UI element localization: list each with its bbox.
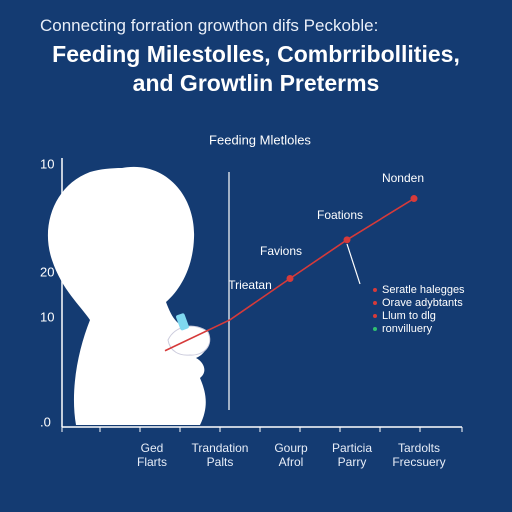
x-tick-label: Particia Parry <box>331 441 372 469</box>
x-tick-label: Ged Flarts <box>137 441 167 469</box>
annotation: Foations <box>317 208 363 222</box>
point <box>286 275 294 283</box>
legend-label: Llum to dlg <box>382 310 436 322</box>
annotation: Nonden <box>382 171 424 185</box>
title: Feeding Milestolles, Combrribollities, a… <box>52 41 460 96</box>
subtitle: Connecting forration growthon difs Pecko… <box>40 16 379 35</box>
y-axis-label: 20 <box>40 264 54 279</box>
chart-title: Feeding Mletloles <box>209 132 311 147</box>
legend-marker <box>373 288 377 292</box>
point <box>343 236 351 244</box>
baby-silhouette <box>47 166 208 425</box>
bottle <box>176 313 189 331</box>
point <box>410 195 418 203</box>
annotation: Favions <box>260 244 302 258</box>
annotation: Trieatan <box>228 278 272 292</box>
legend-label: Orave adybtants <box>382 297 463 309</box>
y-axis-label: 10 <box>40 309 54 324</box>
legend-marker <box>373 314 377 318</box>
y-axis-label: .0 <box>40 414 51 429</box>
legend-marker <box>373 327 377 331</box>
pointer <box>346 243 361 285</box>
x-tick-label: Gourp Afrol <box>274 441 308 469</box>
legend-label: Seratle halegges <box>382 284 465 296</box>
x-tick-label: Trandation Palts <box>191 441 249 469</box>
x-tick-label: Tardolts Frecsuery <box>392 441 446 469</box>
y-axis-label: 10 <box>40 156 54 171</box>
legend-marker <box>373 301 377 305</box>
legend-label: ronvilluery <box>382 323 433 335</box>
